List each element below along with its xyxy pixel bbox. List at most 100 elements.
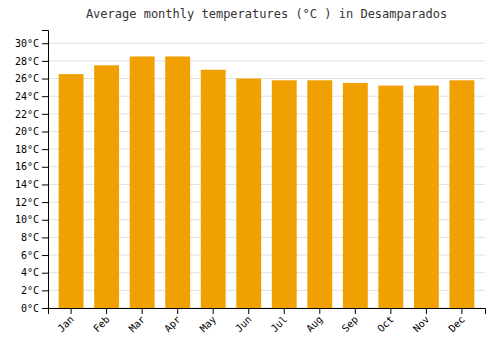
grid-line	[48, 43, 485, 44]
x-tick: Jan	[55, 308, 76, 334]
x-tick-label: Jul	[269, 314, 290, 335]
y-tick-mark	[42, 43, 48, 44]
y-tick-label: 14°C	[15, 179, 39, 190]
x-tick: Mar	[127, 308, 148, 334]
bar	[343, 83, 368, 308]
x-axis: Jan Feb Mar Apr May Jun Jul Aug Sep Oct Nov Dec	[49, 308, 486, 334]
x-tick-mark	[426, 308, 427, 314]
bar	[272, 80, 297, 308]
y-tick-label: 22°C	[15, 109, 39, 120]
y-axis-line	[42, 31, 49, 309]
bar	[378, 86, 403, 308]
y-tick: 30°C	[15, 38, 48, 49]
grid-line	[48, 60, 485, 61]
y-tick-mark	[42, 308, 48, 309]
bar	[307, 80, 332, 308]
x-tick-mark	[106, 308, 107, 314]
x-tick-label: Jun	[233, 314, 254, 335]
x-tick: Apr	[162, 308, 183, 334]
y-tick-mark	[42, 167, 48, 168]
y-tick: 28°C	[15, 56, 48, 67]
bar	[201, 70, 226, 308]
x-tick-label: Oct	[375, 314, 396, 335]
bar	[59, 74, 84, 308]
y-tick-label: 8°C	[21, 232, 39, 243]
y-tick-label: 6°C	[21, 250, 39, 261]
y-tick-label: 28°C	[15, 56, 39, 67]
y-tick: 14°C	[15, 179, 48, 190]
x-tick: Sep	[340, 308, 361, 334]
y-tick-mark	[42, 131, 48, 132]
y-tick: 20°C	[15, 126, 48, 137]
x-tick-label: Dec	[446, 314, 467, 335]
x-tick: Jun	[233, 308, 254, 334]
title: Average monthly temperatures (°C ) in De…	[86, 7, 447, 21]
y-tick: 10°C	[15, 214, 48, 225]
x-tick-label: Sep	[340, 314, 361, 335]
y-tick-mark	[42, 96, 48, 97]
y-tick-label: 18°C	[15, 144, 39, 155]
x-tick-mark	[355, 308, 356, 314]
y-tick-mark	[42, 184, 48, 185]
bar	[236, 79, 261, 308]
x-tick-mark	[284, 308, 285, 314]
y-tick: 6°C	[21, 250, 48, 261]
bar	[414, 86, 439, 308]
y-tick-mark	[42, 237, 48, 238]
x-tick: Nov	[411, 308, 432, 334]
x-tick-mark	[213, 308, 214, 314]
y-tick: 8°C	[21, 232, 48, 243]
y-tick-mark	[42, 61, 48, 62]
x-tick: Feb	[91, 308, 112, 334]
y-tick-mark	[42, 273, 48, 274]
bar	[130, 56, 155, 308]
y-tick: 18°C	[15, 144, 48, 155]
y-tick-label: 0°C	[21, 303, 39, 314]
y-tick-mark	[42, 79, 48, 80]
plot-area: Jan Feb Mar Apr May Jun Jul Aug Sep Oct Nov Dec 0°C 2…	[15, 31, 486, 335]
y-tick-label: 16°C	[15, 161, 39, 172]
y-tick: 24°C	[15, 91, 48, 102]
y-tick-label: 10°C	[15, 214, 39, 225]
x-tick-label: May	[198, 314, 219, 335]
x-tick-mark	[177, 308, 178, 314]
y-tick-mark	[42, 255, 48, 256]
y-tick-mark	[42, 290, 48, 291]
x-axis-line	[49, 309, 486, 315]
x-tick-label: Nov	[411, 314, 432, 335]
x-tick: Aug	[304, 308, 325, 334]
y-tick-label: 24°C	[15, 91, 39, 102]
x-tick-mark	[461, 308, 462, 314]
y-tick: 2°C	[21, 285, 48, 296]
x-tick: Dec	[446, 308, 467, 334]
x-tick-label: Aug	[304, 314, 325, 335]
chart: Jan Feb Mar Apr May Jun Jul Aug Sep Oct Nov Dec 0°C 2…	[0, 0, 500, 350]
x-tick-label: Feb	[91, 314, 112, 335]
y-tick-label: 4°C	[21, 267, 39, 278]
y-tick-label: 2°C	[21, 285, 39, 296]
x-tick-label: Mar	[127, 314, 148, 335]
x-tick: Jul	[269, 308, 290, 334]
y-tick: 0°C	[21, 303, 48, 314]
x-tick-label: Jan	[55, 314, 76, 335]
x-tick: May	[198, 308, 219, 334]
y-tick-label: 20°C	[15, 126, 39, 137]
x-tick-label: Apr	[162, 314, 183, 335]
y-tick: 16°C	[15, 161, 48, 172]
bar	[94, 65, 119, 308]
bar	[449, 80, 474, 308]
x-tick-mark	[142, 308, 143, 314]
x-tick-mark	[71, 308, 72, 314]
x-tick-mark	[390, 308, 391, 314]
y-tick-label: 30°C	[15, 38, 39, 49]
bar	[165, 56, 190, 308]
x-tick-mark	[248, 308, 249, 314]
grid	[48, 43, 485, 308]
y-tick: 26°C	[15, 73, 48, 84]
y-axis: 0°C2°C4°C6°C8°C10°C12°C14°C16°C18°C20°C2…	[15, 31, 49, 314]
y-tick-mark	[42, 114, 48, 115]
x-tick-mark	[319, 308, 320, 314]
x-tick: Oct	[375, 308, 396, 334]
y-tick-mark	[42, 220, 48, 221]
y-tick-label: 26°C	[15, 73, 39, 84]
